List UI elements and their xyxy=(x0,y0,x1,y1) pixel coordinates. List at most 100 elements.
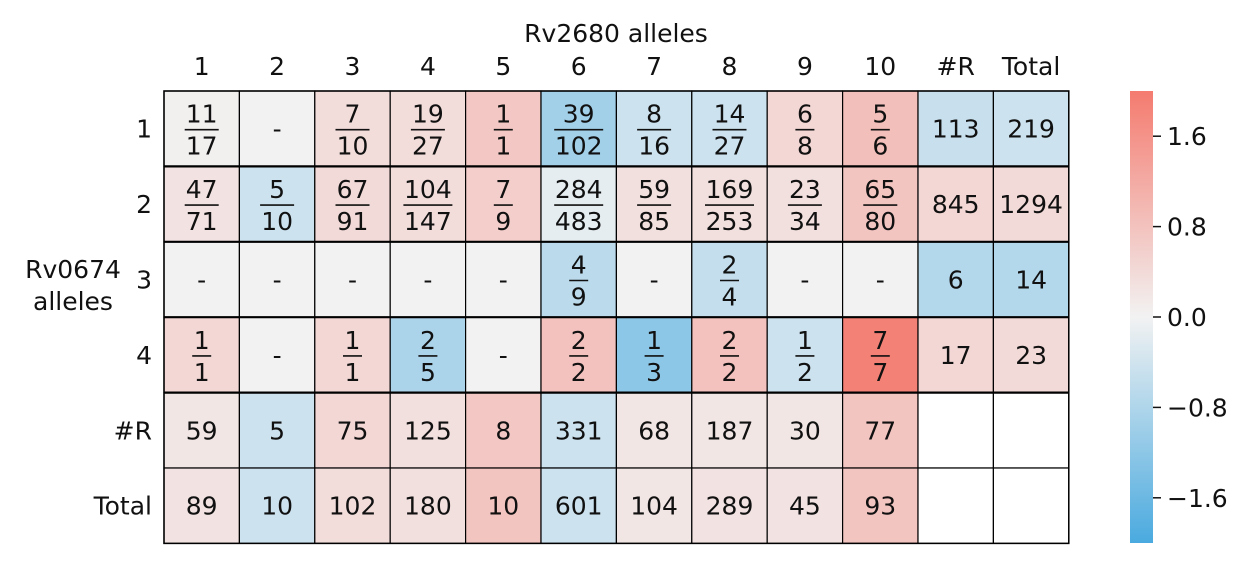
cell-numerator: 2 xyxy=(571,326,587,355)
cell-numerator: 47 xyxy=(186,175,218,204)
cell-r1-c10: 845 xyxy=(917,165,995,243)
colorbar: 1.6 0.8 0.0 −0.8 −1.6 xyxy=(1130,91,1228,543)
cell-r1-c4: 79 xyxy=(465,165,542,243)
col-label-11: Total xyxy=(1001,52,1060,81)
cell-r1-c1: 510 xyxy=(238,165,316,243)
cell-r4-c3: 125 xyxy=(389,392,467,469)
cell-numerator: 23 xyxy=(789,175,821,204)
cell-value: - xyxy=(197,266,206,295)
cell-numerator: 7 xyxy=(495,175,511,204)
colorbar-tick-label: −1.6 xyxy=(1167,484,1228,513)
cell-numerator: 65 xyxy=(864,175,896,204)
cell-rect xyxy=(615,392,693,469)
cell-r2-c4: - xyxy=(465,241,542,318)
cell-denominator: 1 xyxy=(495,132,511,161)
cell-value: 17 xyxy=(940,341,972,370)
cell-value: 180 xyxy=(404,492,452,521)
cell-numerator: 1 xyxy=(797,326,813,355)
cell-rect xyxy=(389,467,467,545)
cell-rect xyxy=(841,467,919,545)
cell-value: 113 xyxy=(932,115,980,144)
cell-rect xyxy=(841,90,919,168)
cell-value: 59 xyxy=(186,416,218,445)
cell-rect xyxy=(766,241,844,318)
cell-r0-c6: 816 xyxy=(615,90,693,168)
y-axis-title: Rv0674 alleles xyxy=(25,255,121,316)
cell-rect xyxy=(691,316,768,394)
cell-rect xyxy=(615,316,693,394)
cell-value: - xyxy=(800,266,809,295)
cell-rect xyxy=(238,165,316,243)
cell-r0-c2: 710 xyxy=(314,90,391,168)
cell-rect xyxy=(992,467,1070,545)
cell-rect xyxy=(540,316,618,394)
cell-rect xyxy=(766,165,844,243)
cell-r3-c9: 77 xyxy=(841,316,919,394)
cell-r4-c11 xyxy=(992,392,1070,469)
cell-r4-c2: 75 xyxy=(314,392,391,469)
cell-denominator: 34 xyxy=(789,207,821,236)
cell-r5-c5: 601 xyxy=(540,467,618,545)
colorbar-gradient xyxy=(1130,91,1153,543)
cell-value: - xyxy=(499,341,508,370)
cell-numerator: 1 xyxy=(646,326,662,355)
cell-rect xyxy=(389,316,467,394)
cell-denominator: 6 xyxy=(872,132,888,161)
col-label-9: 10 xyxy=(864,52,896,81)
cell-value: 68 xyxy=(638,416,670,445)
col-label-10: #R xyxy=(937,52,975,81)
cell-r0-c8: 68 xyxy=(766,90,844,168)
cell-value: 601 xyxy=(555,492,603,521)
cell-value: - xyxy=(348,266,357,295)
cell-r2-c2: - xyxy=(314,241,391,318)
cell-rect xyxy=(465,392,542,469)
col-label-5: 6 xyxy=(571,52,587,81)
cell-rect xyxy=(615,165,693,243)
cell-denominator: 17 xyxy=(186,132,218,161)
cell-numerator: 169 xyxy=(706,175,754,204)
cell-numerator: 19 xyxy=(412,100,444,129)
cell-r4-c0: 59 xyxy=(163,392,241,469)
cell-value: 89 xyxy=(186,492,218,521)
cell-denominator: 8 xyxy=(797,132,813,161)
cell-rect xyxy=(992,90,1070,168)
cell-r5-c6: 104 xyxy=(615,467,693,545)
cell-denominator: 27 xyxy=(714,132,746,161)
cell-numerator: 7 xyxy=(345,100,361,129)
cell-rect xyxy=(992,316,1070,394)
cell-denominator: 2 xyxy=(797,358,813,387)
cell-r2-c7: 24 xyxy=(691,241,768,318)
cell-value: 845 xyxy=(932,190,980,219)
cell-r3-c1: - xyxy=(238,316,316,394)
cell-numerator: 4 xyxy=(571,251,587,280)
cell-numerator: 8 xyxy=(646,100,662,129)
cell-denominator: 80 xyxy=(864,207,896,236)
row-labels: 1 2 3 4 #R Total xyxy=(93,115,152,521)
cell-denominator: 1 xyxy=(194,358,210,387)
cell-numerator: 11 xyxy=(186,100,218,129)
cell-numerator: 104 xyxy=(404,175,452,204)
cell-rect xyxy=(691,392,768,469)
cell-r3-c4: - xyxy=(465,316,542,394)
cell-rect xyxy=(992,392,1070,469)
cell-r2-c8: - xyxy=(766,241,844,318)
cell-value: 10 xyxy=(487,492,519,521)
cell-numerator: 59 xyxy=(638,175,670,204)
cell-numerator: 14 xyxy=(714,100,746,129)
cell-denominator: 1 xyxy=(345,358,361,387)
cell-r5-c1: 10 xyxy=(238,467,316,545)
cell-denominator: 2 xyxy=(722,358,738,387)
cell-numerator: 1 xyxy=(194,326,210,355)
cell-r0-c9: 56 xyxy=(841,90,919,168)
cell-r0-c10: 113 xyxy=(917,90,995,168)
cell-r2-c3: - xyxy=(389,241,467,318)
cell-r4-c8: 30 xyxy=(766,392,844,469)
cell-value: 331 xyxy=(555,416,603,445)
row-label-0: 1 xyxy=(136,115,152,144)
